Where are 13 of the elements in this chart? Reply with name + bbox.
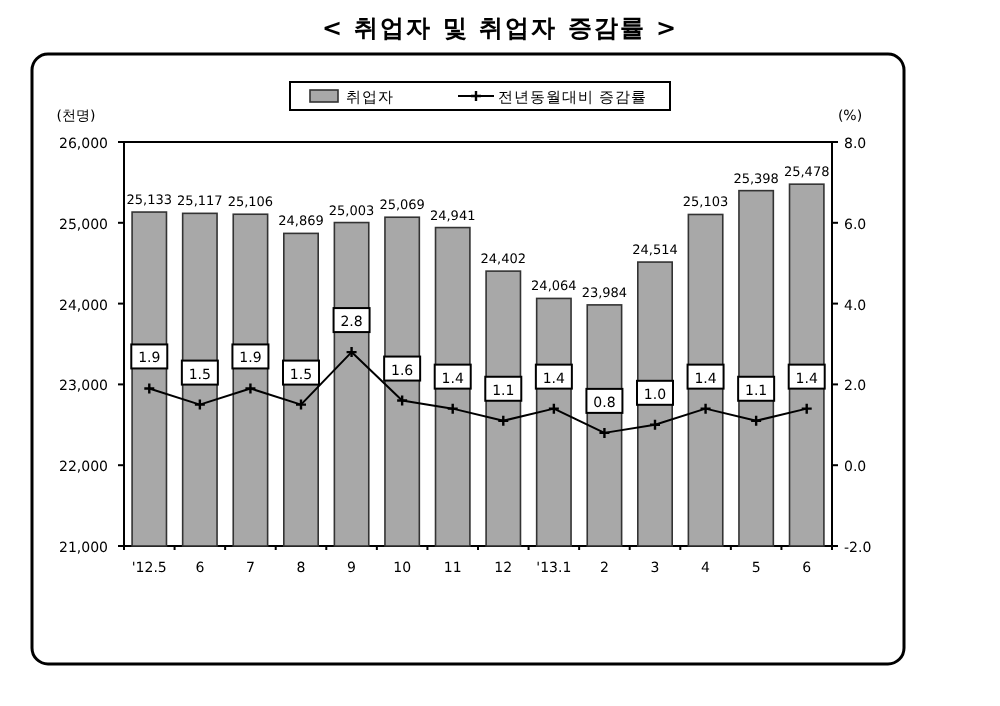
- point: [193, 398, 207, 411]
- point: [446, 402, 459, 415]
- point: [648, 418, 662, 431]
- point: [294, 398, 308, 411]
- point: [395, 394, 409, 407]
- point: [699, 402, 712, 415]
- chart-title: < 취업자 및 취업자 증감률 >: [322, 14, 678, 42]
- point: [345, 345, 358, 359]
- point: [244, 382, 257, 395]
- point: [749, 414, 763, 427]
- point: [497, 414, 510, 427]
- point: [598, 426, 611, 440]
- point: [547, 402, 561, 415]
